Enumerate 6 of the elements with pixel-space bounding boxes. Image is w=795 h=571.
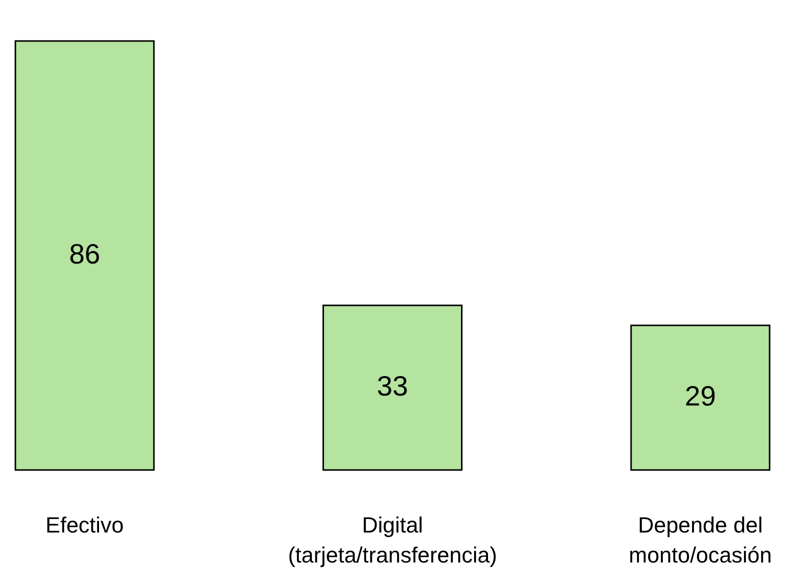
data-label: 33 <box>376 370 408 402</box>
x-tick-label: Depende del monto/ocasión <box>628 512 772 568</box>
data-label: 86 <box>69 238 100 270</box>
data-label: 29 <box>684 380 716 412</box>
x-tick-label: Efectivo <box>46 512 124 538</box>
x-tick-label: Digital (tarjeta/transferencia) <box>288 512 498 568</box>
